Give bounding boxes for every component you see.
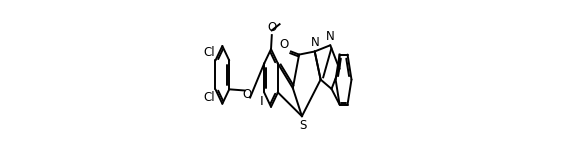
- Text: O: O: [243, 88, 252, 101]
- Text: O: O: [267, 21, 277, 34]
- Text: Cl: Cl: [203, 46, 215, 59]
- Text: O: O: [280, 38, 289, 51]
- Text: S: S: [299, 119, 306, 132]
- Text: N: N: [326, 30, 335, 43]
- Text: I: I: [260, 95, 263, 108]
- Text: N: N: [311, 36, 319, 49]
- Text: Cl: Cl: [203, 91, 215, 104]
